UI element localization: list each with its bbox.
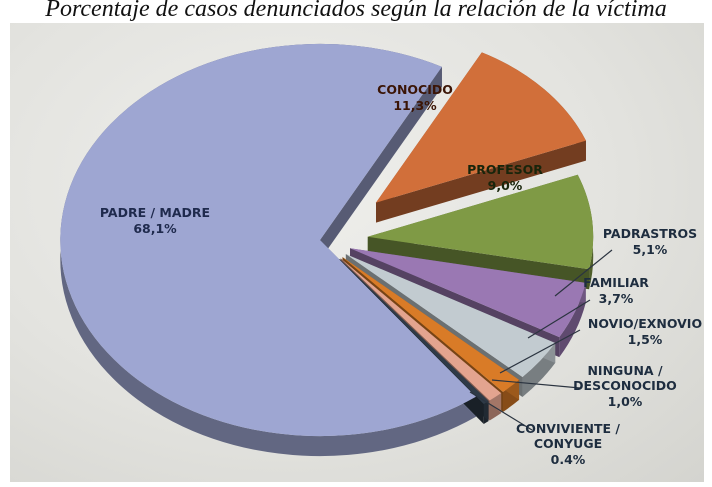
slice-value-label: 1,0% [608, 394, 643, 409]
pie-slice-side [559, 282, 586, 358]
pie-slice [345, 254, 556, 377]
slice-label-line: PADRASTROS [603, 226, 697, 241]
slice-label: PROFESOR 9,0% [467, 162, 543, 193]
slice-label-line: PROFESOR [467, 162, 543, 177]
slice-value-label: 0.4% [551, 452, 586, 467]
slice-value-label: 5,1% [633, 242, 668, 257]
slice-label: FAMILIAR 3,7% [583, 275, 649, 306]
slice-value-label: 11,3% [393, 98, 437, 113]
slice-label: PADRASTROS 5,1% [603, 226, 697, 257]
slice-value-label: 3,7% [599, 291, 634, 306]
slice-label: NOVIO/EXNOVIO 1,5% [588, 316, 702, 347]
slice-value-label: 68,1% [133, 221, 177, 236]
chart-title: Porcentaje de casos denunciados según la… [45, 0, 667, 22]
leader-line [554, 249, 613, 297]
pie-slice [376, 52, 586, 203]
slice-label-line: CONOCIDO [377, 82, 453, 97]
slice-label-line: CONVIVIENTE / [516, 421, 620, 436]
pie-slice-wall [376, 140, 586, 223]
pie-slice [367, 174, 594, 270]
slice-label-line: NOVIO/EXNOVIO [588, 316, 702, 331]
leader-line [499, 329, 581, 374]
slice-label: NINGUNA / DESCONOCIDO 1,0% [573, 363, 677, 409]
slice-label-line: DESCONOCIDO [573, 378, 677, 393]
leader-line [491, 379, 581, 389]
slice-value-label: 1,5% [628, 332, 663, 347]
pie-slice [342, 257, 520, 392]
leader-line [469, 391, 533, 431]
slice-value-label: 9,0% [488, 178, 523, 193]
pie-top-layer [60, 43, 594, 437]
slice-label: CONVIVIENTE / CONYUGE 0.4% [516, 421, 620, 467]
slice-label-line: CONYUGE [534, 436, 602, 451]
leader-line [527, 299, 591, 339]
pie-slice [60, 43, 476, 437]
pie-slice [339, 259, 489, 404]
slice-label-line: PADRE / MADRE [100, 205, 210, 220]
slice-label: PADRE / MADRE 68,1% [100, 205, 210, 236]
pie-slice [340, 258, 502, 401]
slice-label-line: FAMILIAR [583, 275, 649, 290]
pie-slice-wall [320, 66, 442, 260]
slice-label-line: NINGUNA / [587, 363, 662, 378]
pie-slice [350, 248, 586, 338]
slice-label: CONOCIDO 11,3% [377, 82, 453, 113]
